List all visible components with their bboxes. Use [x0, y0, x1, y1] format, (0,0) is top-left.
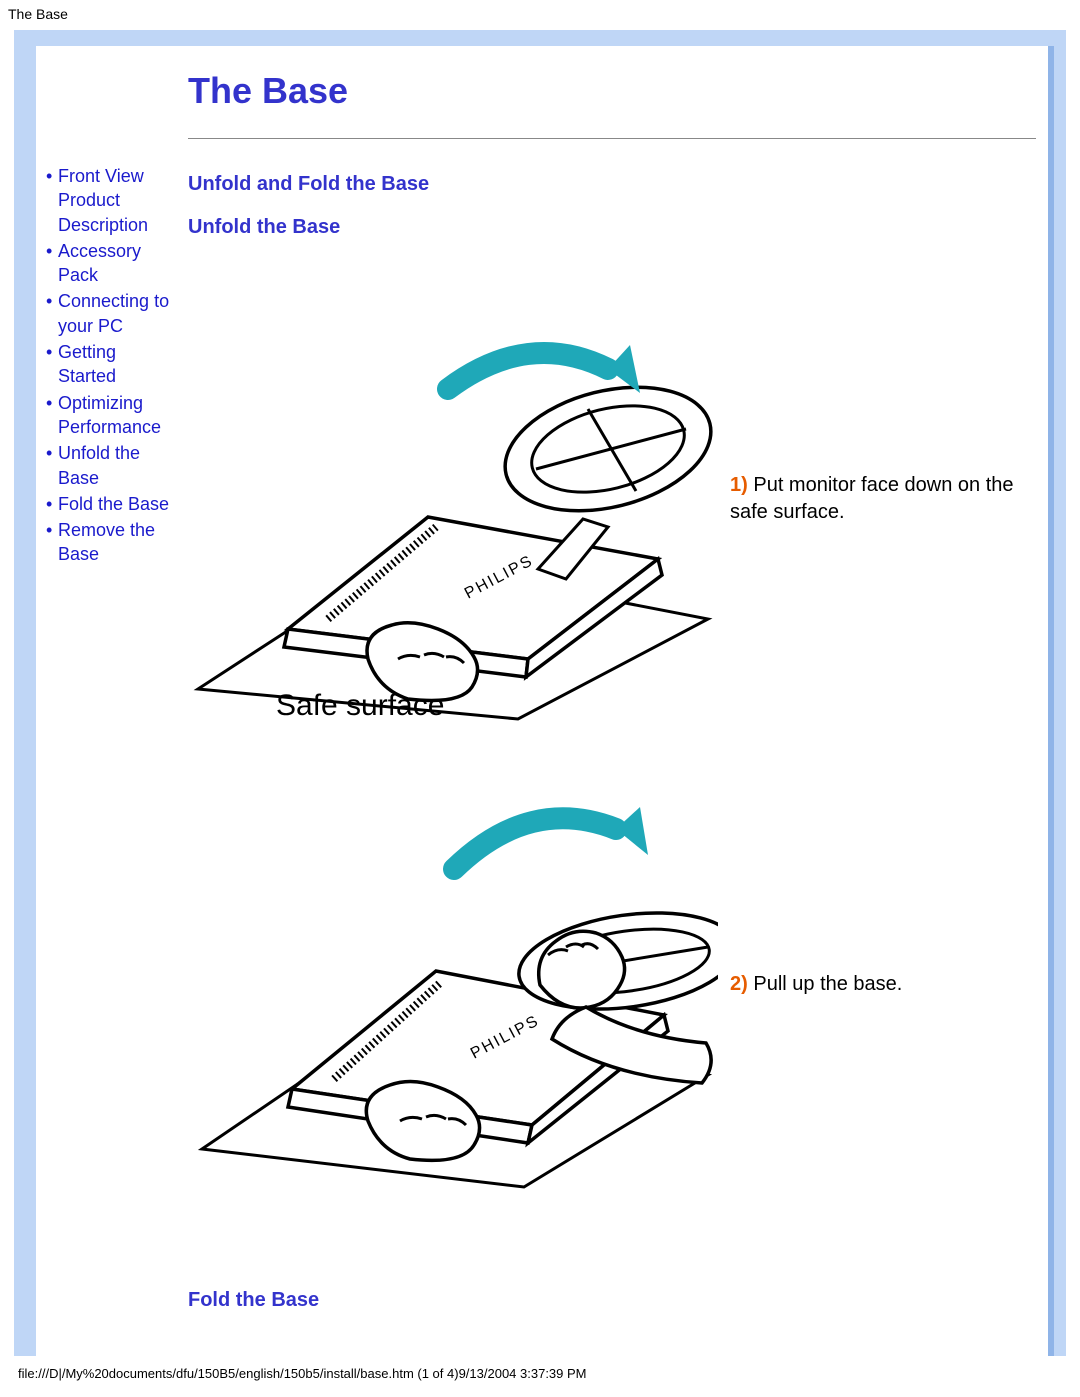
nav-item-front-view[interactable]: •Front View Product Description	[46, 164, 178, 237]
nav-link[interactable]: Connecting to your PC	[58, 289, 178, 338]
nav-link[interactable]: Front View Product Description	[58, 164, 178, 237]
step-1-row: PHILIPS	[188, 259, 1036, 739]
step-2-text: 2) Pull up the base.	[718, 971, 1036, 998]
nav-link[interactable]: Accessory Pack	[58, 239, 178, 288]
nav-link[interactable]: Unfold the Base	[58, 441, 178, 490]
step-2-body: Pull up the base.	[748, 973, 903, 995]
page-title: The Base	[188, 64, 1036, 112]
nav-item-optimizing[interactable]: •Optimizing Performance	[46, 391, 178, 440]
window-title: The Base	[0, 0, 1080, 28]
footer-path: file:///D|/My%20documents/dfu/150B5/engl…	[0, 1356, 1080, 1393]
content-area: •Front View Product Description •Accesso…	[36, 46, 1054, 1356]
illustration-2: PHILIPS	[188, 749, 718, 1219]
bullet-icon: •	[46, 391, 58, 440]
step-2-number: 2)	[730, 973, 748, 995]
divider	[188, 138, 1036, 139]
bullet-icon: •	[46, 289, 58, 338]
bullet-icon: •	[46, 441, 58, 490]
step-1-text: 1) Put monitor face down on the safe sur…	[718, 472, 1036, 526]
nav-link[interactable]: Optimizing Performance	[58, 391, 178, 440]
step-1-body: Put monitor face down on the safe surfac…	[730, 474, 1014, 523]
safe-surface-caption: Safe surface	[276, 689, 444, 723]
subsection-unfold: Unfold the Base	[188, 216, 1036, 239]
illustration-1: PHILIPS	[188, 259, 718, 739]
bullet-icon: •	[46, 340, 58, 389]
scrollbar-track[interactable]	[1048, 46, 1054, 1356]
nav-link[interactable]: Remove the Base	[58, 518, 178, 567]
step-2-row: PHILIPS	[188, 749, 1036, 1219]
bullet-icon: •	[46, 492, 58, 516]
sidebar-nav: •Front View Product Description •Accesso…	[36, 64, 178, 1332]
subsection-fold: Fold the Base	[188, 1289, 1036, 1312]
bullet-icon: •	[46, 239, 58, 288]
nav-item-fold-base[interactable]: •Fold the Base	[46, 492, 178, 516]
bullet-icon: •	[46, 518, 58, 567]
nav-item-accessory-pack[interactable]: •Accessory Pack	[46, 239, 178, 288]
page-frame: •Front View Product Description •Accesso…	[14, 30, 1066, 1356]
nav-item-unfold-base[interactable]: •Unfold the Base	[46, 441, 178, 490]
nav-item-remove-base[interactable]: •Remove the Base	[46, 518, 178, 567]
nav-link[interactable]: Getting Started	[58, 340, 178, 389]
bullet-icon: •	[46, 164, 58, 237]
main-content: The Base Unfold and Fold the Base Unfold…	[178, 64, 1036, 1332]
section-heading: Unfold and Fold the Base	[188, 173, 1036, 196]
step-1-number: 1)	[730, 474, 748, 496]
nav-item-connecting-pc[interactable]: •Connecting to your PC	[46, 289, 178, 338]
nav-link[interactable]: Fold the Base	[58, 492, 169, 516]
nav-item-getting-started[interactable]: •Getting Started	[46, 340, 178, 389]
